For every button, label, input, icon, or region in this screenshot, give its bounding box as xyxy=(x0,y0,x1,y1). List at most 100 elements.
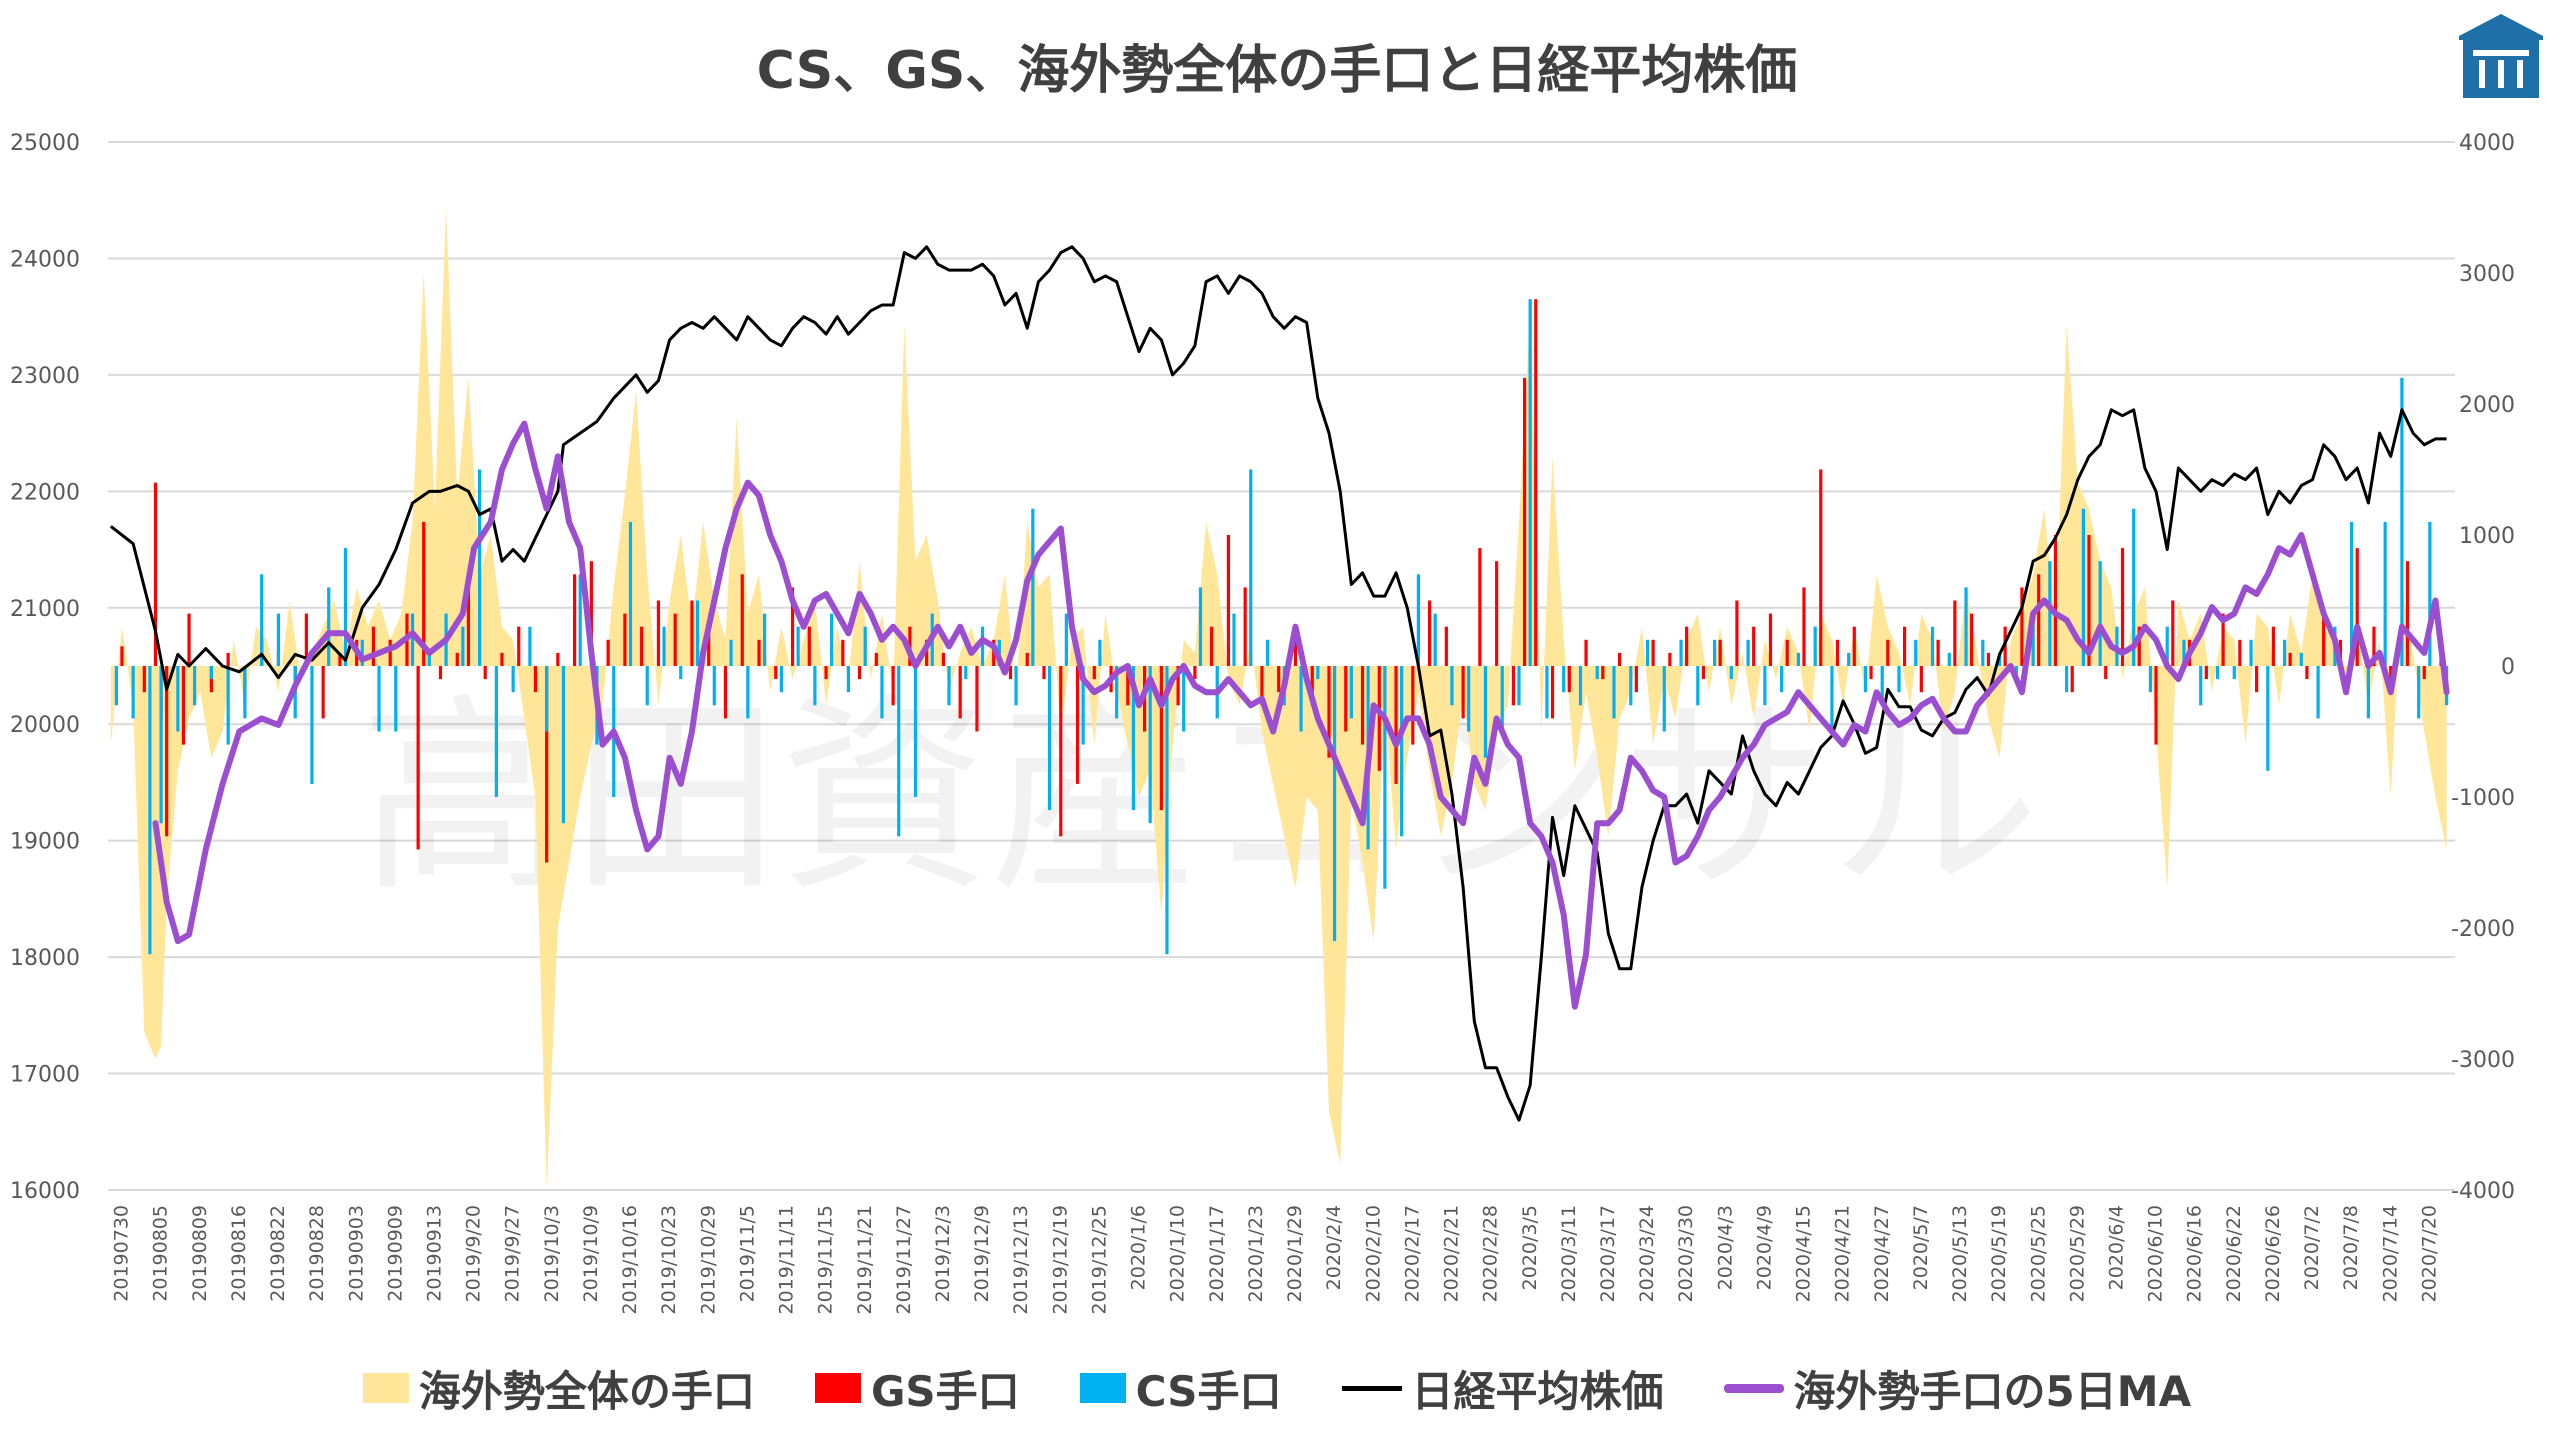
cs-bar xyxy=(1746,639,1750,666)
gs-bar xyxy=(1852,626,1856,666)
gs-bar xyxy=(958,666,962,719)
gs-bar xyxy=(1735,600,1739,666)
cs-bar xyxy=(2215,666,2220,680)
y-right-tick-label: 0 xyxy=(2501,655,2515,680)
gs-bar xyxy=(740,574,744,666)
gs-bar xyxy=(1668,652,1672,666)
gs-bar xyxy=(1953,600,1957,666)
gs-bar xyxy=(1008,666,1013,680)
x-tick-label: 2020/3/17 xyxy=(1597,1205,1619,1302)
gs-bar xyxy=(925,639,929,666)
gs-bar xyxy=(841,639,845,666)
cs-bar xyxy=(2182,639,2186,666)
cs-bar xyxy=(2232,666,2236,680)
cs-bar xyxy=(1500,666,1504,732)
x-tick-label: 2020/2/17 xyxy=(1401,1205,1423,1302)
gs-bar xyxy=(1718,639,1722,666)
gs-bar xyxy=(1277,666,1281,693)
gs-bar xyxy=(1701,666,1706,680)
x-tick-label: 2019/11/5 xyxy=(736,1205,758,1302)
legend-label-overall: 海外勢全体の手口 xyxy=(418,1366,755,1416)
company-logo-icon xyxy=(2459,14,2543,98)
legend-swatch-cs xyxy=(1079,1373,1126,1403)
y-right-tick-label: 2000 xyxy=(2459,393,2515,418)
gs-bar xyxy=(1025,652,1029,666)
cs-bar xyxy=(2383,521,2387,666)
gs-bar xyxy=(1802,587,1806,666)
x-tick-label: 2020/7/8 xyxy=(2340,1205,2362,1290)
gs-bar xyxy=(1617,652,1622,666)
y-left-tick-label: 21000 xyxy=(10,597,80,622)
legend-label-gs: GS手口 xyxy=(870,1366,1020,1416)
cs-bar xyxy=(1014,666,1018,706)
cs-bar xyxy=(796,626,800,666)
gs-bar xyxy=(2137,626,2141,666)
cs-bar xyxy=(1662,666,1666,732)
legend-label-ma5: 海外勢手口の5日MA xyxy=(1793,1366,2192,1416)
gs-bar xyxy=(656,600,661,666)
x-tick-label: 20190822 xyxy=(267,1205,289,1302)
x-tick-label: 2019/11/11 xyxy=(776,1205,798,1315)
gs-bar xyxy=(2288,652,2292,666)
cs-bar xyxy=(1148,666,1152,824)
x-tick-label: 2020/1/29 xyxy=(1284,1205,1306,1302)
gs-bar xyxy=(153,482,158,666)
cs-bar xyxy=(1400,666,1404,837)
gs-bar xyxy=(416,666,420,850)
gs-bar xyxy=(975,666,979,732)
gs-bar xyxy=(1478,548,1482,666)
cs-bar xyxy=(763,613,767,666)
gs-bar xyxy=(321,666,325,719)
cs-bar xyxy=(2366,666,2370,719)
gs-bar xyxy=(1377,666,1381,771)
gs-bar xyxy=(187,613,191,666)
cs-bar xyxy=(947,666,951,706)
cs-bar xyxy=(193,666,197,706)
gs-bar xyxy=(589,561,593,666)
gs-bar xyxy=(1210,626,1214,666)
x-tick-label: 2020/3/24 xyxy=(1636,1205,1658,1302)
gs-bar xyxy=(422,521,426,666)
cs-bar xyxy=(813,666,817,706)
gs-bar xyxy=(1411,666,1415,745)
x-tick-label: 2020/2/10 xyxy=(1362,1205,1384,1302)
cs-bar xyxy=(1863,666,1868,693)
gs-bar xyxy=(2372,626,2376,666)
x-tick-label: 20190903 xyxy=(345,1205,367,1302)
cs-bar xyxy=(712,666,716,706)
legend-swatch-nikkei xyxy=(1341,1385,1402,1391)
cs-bar xyxy=(1232,613,1236,666)
y-left-tick-label: 24000 xyxy=(10,247,80,272)
cs-bar xyxy=(1450,666,1454,706)
cs-bar xyxy=(159,666,163,824)
gs-bar xyxy=(573,574,577,666)
cs-bar xyxy=(913,666,918,797)
cs-bar xyxy=(2249,639,2253,666)
cs-bar xyxy=(779,666,783,693)
x-tick-label: 2019/12/19 xyxy=(1049,1205,1071,1315)
cs-bar xyxy=(260,574,264,666)
x-tick-label: 2019/11/21 xyxy=(854,1205,876,1315)
x-tick-label: 2020/7/2 xyxy=(2301,1205,2323,1290)
legend-item-ma5: 海外勢手口の5日MA xyxy=(1723,1358,2192,1419)
cs-bar xyxy=(2031,613,2035,666)
gs-bar xyxy=(304,613,308,666)
cs-bar xyxy=(276,613,281,666)
legend-swatch-ma5 xyxy=(1723,1383,1784,1393)
cs-bar xyxy=(478,469,482,666)
cs-bar xyxy=(1813,626,1817,666)
cs-bar xyxy=(645,666,649,706)
gs-bar xyxy=(2255,666,2259,693)
gs-bar xyxy=(891,666,895,706)
chart-title: CS、GS、海外勢全体の手口と日経平均株価 xyxy=(756,41,1798,101)
y-left-tick-label: 19000 xyxy=(10,830,80,855)
y-left-tick-label: 17000 xyxy=(10,1063,80,1088)
cs-bar xyxy=(1847,652,1851,666)
gs-bar xyxy=(941,652,946,666)
gs-bar xyxy=(1584,639,1588,666)
cs-bar xyxy=(1383,666,1387,889)
gs-bar xyxy=(874,652,878,666)
cs-bar xyxy=(1645,639,1650,666)
gs-bar xyxy=(807,626,811,666)
y-left-tick-label: 16000 xyxy=(10,1179,80,1204)
